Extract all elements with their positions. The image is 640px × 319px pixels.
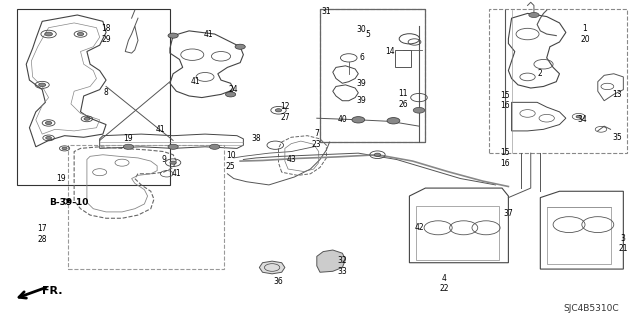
Circle shape <box>62 147 67 150</box>
Text: 43: 43 <box>286 155 296 164</box>
Text: 12
27: 12 27 <box>280 102 290 122</box>
Circle shape <box>168 33 178 38</box>
Text: 7
23: 7 23 <box>312 129 322 149</box>
Circle shape <box>576 115 581 118</box>
Text: 31: 31 <box>321 7 331 16</box>
Text: SJC4B5310C: SJC4B5310C <box>564 304 620 313</box>
Text: 30: 30 <box>356 25 366 34</box>
Text: 32
33: 32 33 <box>337 256 348 276</box>
Circle shape <box>45 137 51 139</box>
Text: 10
25: 10 25 <box>226 152 236 171</box>
Text: 37: 37 <box>504 209 513 218</box>
Circle shape <box>45 122 52 124</box>
Text: 18
29: 18 29 <box>101 24 111 44</box>
Circle shape <box>124 144 134 149</box>
Circle shape <box>387 118 400 124</box>
Text: 36: 36 <box>274 277 284 286</box>
Circle shape <box>352 117 365 123</box>
Text: 5: 5 <box>365 30 371 39</box>
Text: 8: 8 <box>104 88 108 97</box>
Text: 35: 35 <box>612 133 622 142</box>
Circle shape <box>45 32 52 36</box>
Text: 4
22: 4 22 <box>440 274 449 293</box>
Circle shape <box>170 161 176 164</box>
Circle shape <box>168 144 178 149</box>
Circle shape <box>235 44 245 49</box>
Circle shape <box>209 144 220 149</box>
Circle shape <box>225 92 236 97</box>
Text: FR.: FR. <box>42 286 63 296</box>
Text: 41: 41 <box>204 30 213 39</box>
Circle shape <box>275 109 282 112</box>
Text: 9: 9 <box>161 155 166 164</box>
Bar <box>17 9 170 185</box>
Text: 17
28: 17 28 <box>37 225 47 244</box>
Bar <box>320 9 426 142</box>
Text: 19: 19 <box>124 134 133 143</box>
Bar <box>547 207 611 264</box>
Text: 39: 39 <box>356 96 366 105</box>
Text: 41: 41 <box>191 77 200 86</box>
Bar <box>396 50 412 67</box>
Text: 40: 40 <box>337 115 348 124</box>
Text: 14: 14 <box>385 47 395 56</box>
Bar <box>416 205 499 260</box>
Text: 24: 24 <box>229 85 239 94</box>
Text: 39: 39 <box>356 79 366 88</box>
Text: B-39-10: B-39-10 <box>49 198 88 207</box>
Text: 19: 19 <box>56 174 66 183</box>
Circle shape <box>529 12 539 18</box>
Text: 1
20: 1 20 <box>580 24 590 44</box>
Text: 34: 34 <box>577 115 587 124</box>
Text: 15
16: 15 16 <box>500 148 510 167</box>
Text: 2: 2 <box>538 69 543 78</box>
Circle shape <box>374 153 381 156</box>
Polygon shape <box>259 261 285 274</box>
Text: 42: 42 <box>414 223 424 232</box>
Text: 13: 13 <box>612 90 622 99</box>
Text: 6: 6 <box>359 53 364 62</box>
Bar <box>320 9 426 142</box>
Circle shape <box>38 83 45 86</box>
Bar <box>320 9 426 142</box>
Circle shape <box>77 33 84 36</box>
Circle shape <box>84 117 90 120</box>
Text: 41: 41 <box>172 169 181 178</box>
Text: 38: 38 <box>252 134 261 143</box>
Circle shape <box>413 108 425 113</box>
Text: 11
26: 11 26 <box>398 89 408 109</box>
Text: 41: 41 <box>156 125 165 134</box>
Bar <box>68 145 224 269</box>
Text: 15
16: 15 16 <box>500 91 510 110</box>
Polygon shape <box>317 250 346 272</box>
Text: 3
21: 3 21 <box>619 234 628 253</box>
Bar <box>489 9 627 153</box>
